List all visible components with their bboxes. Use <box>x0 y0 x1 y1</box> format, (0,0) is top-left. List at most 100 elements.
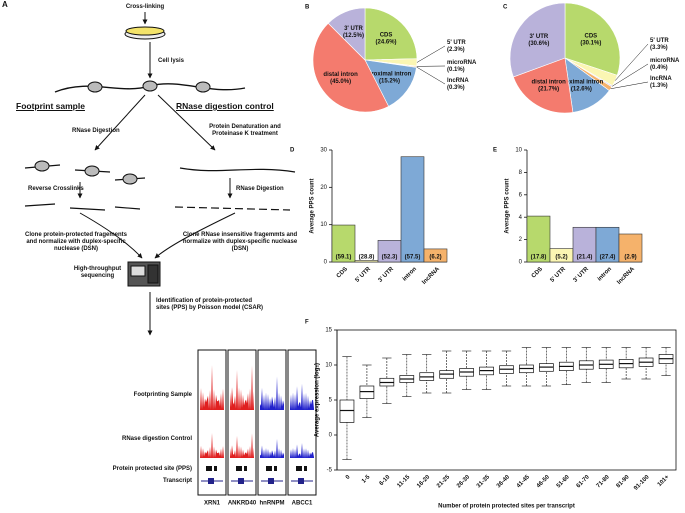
panel-letter: F <box>305 320 309 326</box>
x-tick-label: CDS <box>531 266 544 279</box>
x-tick-label: 3' UTR <box>378 266 396 284</box>
y-tick-label: -5 <box>327 468 333 474</box>
panel-letter: E <box>493 148 497 154</box>
track-label: Footprinting Sample <box>133 392 192 398</box>
pps-mark <box>214 466 217 471</box>
transcript-exon <box>298 478 304 484</box>
gene-name: hnRNPM <box>260 501 285 507</box>
x-tick-label: 11-15 <box>396 474 411 489</box>
coverage-peak <box>290 383 314 410</box>
y-tick-label: 10 <box>320 222 327 228</box>
step-label: RNase Digestion <box>236 186 284 192</box>
x-tick-label: 16-20 <box>416 474 432 490</box>
pie-slice <box>509 2 566 78</box>
slice-label: 5' UTR <box>650 38 669 44</box>
x-tick-label: 41-45 <box>516 474 532 490</box>
x-tick-label: 101+ <box>657 474 671 488</box>
bar-annotation: (27.4) <box>600 255 616 261</box>
slice-value-label: (0.4%) <box>650 65 668 71</box>
gene-name: XRN1 <box>204 501 221 507</box>
pie-slice <box>327 7 366 61</box>
bar-annotation: (59.1) <box>336 255 352 261</box>
y-tick-label: 8 <box>519 170 523 176</box>
bar-annotation: (52.3) <box>382 255 398 261</box>
y-tick-label: 0 <box>324 260 328 266</box>
x-tick-label: 6-10 <box>379 474 392 487</box>
bar <box>354 260 379 263</box>
section-heading: Footprint sample <box>16 101 85 111</box>
x-tick-label: 26-30 <box>456 474 472 490</box>
panel-letter: C <box>503 5 508 11</box>
y-tick-label: 5 <box>329 398 333 404</box>
pps-mark <box>206 466 212 471</box>
bar-annotation: (57.5) <box>405 255 421 261</box>
x-tick-label: 51-60 <box>556 474 572 490</box>
transcript-exon <box>268 478 274 484</box>
x-tick-label: lncRNA <box>616 266 636 286</box>
track-frame <box>197 349 227 496</box>
y-tick-label: 0 <box>519 260 523 266</box>
leader-line <box>416 66 446 85</box>
x-tick-label: lncRNA <box>421 266 441 286</box>
y-tick-label: 2 <box>519 237 523 243</box>
section-heading: RNase digestion control <box>176 101 274 111</box>
x-tick-label: 21-25 <box>436 474 452 490</box>
x-tick-label: 1-5 <box>361 474 372 485</box>
step-label: Reverse Crosslinks <box>28 186 84 192</box>
slice-value-label: (3.3%) <box>650 45 668 51</box>
bar-annotation: (17.8) <box>531 255 547 261</box>
box <box>339 399 355 423</box>
track-label: RNase digestion Control <box>121 436 192 442</box>
coverage-peak <box>230 365 254 410</box>
leader-line <box>610 81 649 90</box>
track-label: Transcript <box>162 478 192 484</box>
slice-value-label: (0.3%) <box>447 85 465 91</box>
gene-name: ABCC1 <box>292 501 313 507</box>
y-axis-title: Average PPS count <box>310 178 316 233</box>
pps-mark <box>296 466 302 471</box>
x-tick-label: 0 <box>345 474 352 481</box>
pie-slice <box>364 59 417 107</box>
track-frame <box>257 349 287 496</box>
transcript-exon <box>238 478 244 484</box>
y-tick-label: 4 <box>519 215 523 221</box>
slice-value-label: (24.6%) <box>376 39 397 45</box>
panel-letter: D <box>290 148 295 154</box>
diagram-art <box>24 12 296 336</box>
slice-value-label: (30.1%) <box>580 40 601 46</box>
pie-slice <box>364 7 418 61</box>
step-label: Clone protein-protected fragements and n… <box>24 232 127 252</box>
step-label: Clone RNase insensitive fragemmts and no… <box>182 232 298 252</box>
box <box>359 385 375 399</box>
bar-annotation: (6.2) <box>429 255 441 261</box>
slice-value-label: (2.3%) <box>447 47 465 53</box>
bar-annotation: (5.2) <box>555 255 567 261</box>
bar <box>618 233 643 263</box>
pie-slice <box>564 2 621 76</box>
slice-value-label: (15.2%) <box>379 79 400 85</box>
step-label: High-throughput sequencing <box>73 266 122 279</box>
slice-label: distal intron <box>532 79 567 85</box>
y-axis-title: Average PPS count <box>505 178 511 233</box>
slice-label: microRNA <box>447 60 477 66</box>
x-tick-label: intron <box>402 266 418 282</box>
x-axis-title: Number of protein protected sites per tr… <box>438 504 575 510</box>
slice-label: microRNA <box>650 58 680 64</box>
step-label: RNase Digestion <box>72 128 120 134</box>
coverage-peak <box>200 433 224 458</box>
slice-label: 5' UTR <box>447 40 466 46</box>
slice-label: 3' UTR <box>344 26 363 32</box>
bar <box>526 215 551 263</box>
coverage-peak <box>290 442 314 458</box>
slice-label: lncRNA <box>650 76 672 82</box>
step-label: Cell lysis <box>158 58 185 64</box>
y-axis-title: Average expression (log₂) <box>315 363 321 437</box>
slice-label: proximal intron <box>368 72 412 78</box>
bar-annotation: (2.9) <box>624 255 636 261</box>
transcript-exon <box>208 478 214 484</box>
slice-value-label: (0.1%) <box>447 67 465 73</box>
track-label: Protein protected site (PPS) <box>112 466 192 472</box>
y-tick-label: 6 <box>519 192 523 198</box>
